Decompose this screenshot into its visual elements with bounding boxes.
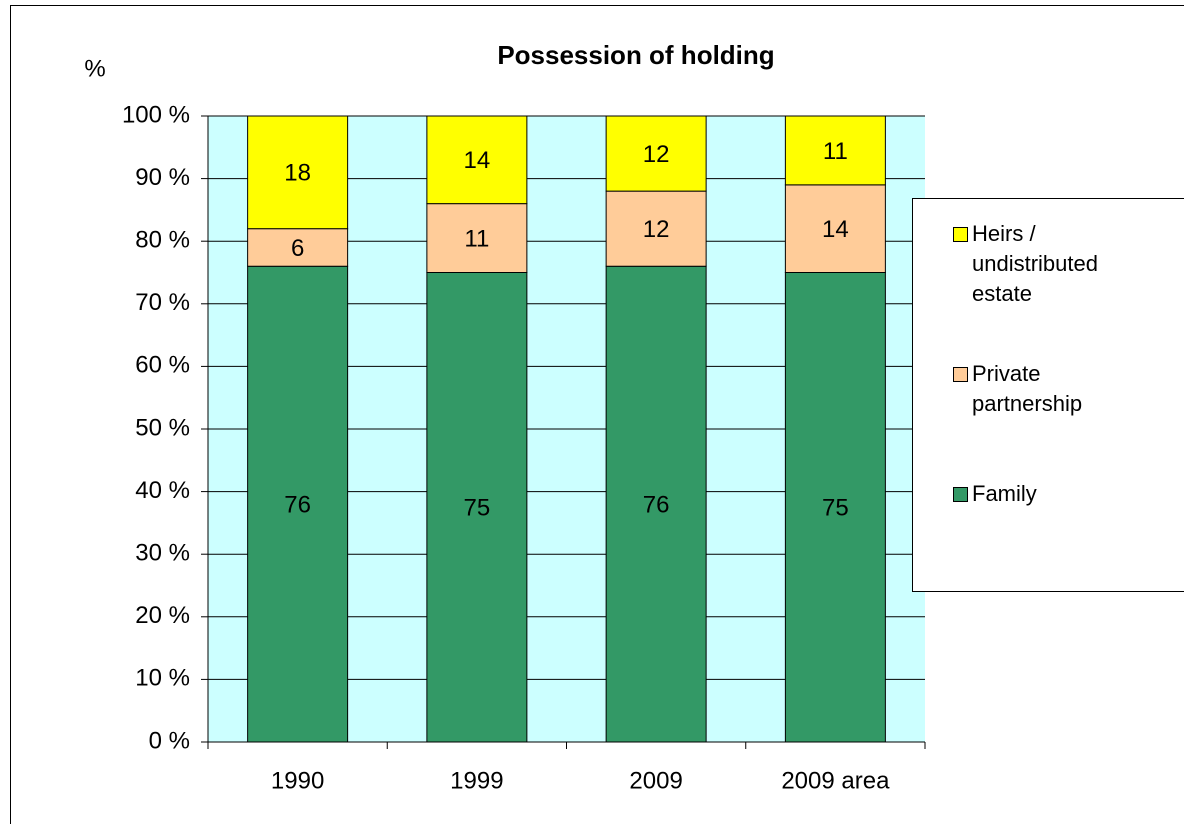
legend-item: Private partnership [953, 359, 1142, 419]
legend-label: Private partnership [972, 361, 1083, 416]
bar-segment [426, 272, 528, 743]
legend: Family Private partnership Heirs / undistr… [912, 198, 1184, 592]
y-tick-label: 80 % [135, 227, 190, 254]
y-tick-label: 30 % [135, 540, 190, 567]
bar-segment [605, 265, 707, 743]
legend-item: Family [953, 479, 1142, 509]
data-label: 12 [643, 216, 670, 243]
data-label: 14 [822, 216, 849, 243]
y-axis-label: % [84, 55, 105, 82]
chart-frame [10, 5, 1184, 824]
bar-segment [426, 115, 528, 205]
legend-label: Heirs / undistributed estate [972, 221, 1098, 306]
legend-swatch [953, 367, 968, 382]
legend-swatch [953, 227, 968, 242]
data-label: 76 [284, 491, 311, 518]
y-tick-label: 90 % [135, 164, 190, 191]
x-tick-label: 2009 [629, 767, 682, 794]
bar-segment [784, 272, 886, 743]
x-tick-label: 1999 [450, 767, 503, 794]
data-label: 18 [284, 160, 311, 187]
data-label: 75 [822, 495, 849, 522]
bar-segment [426, 203, 528, 273]
data-label: 6 [291, 235, 304, 262]
y-tick-label: 40 % [135, 477, 190, 504]
y-tick-label: 70 % [135, 289, 190, 316]
bar-segment [784, 115, 886, 186]
data-label: 14 [464, 147, 491, 174]
legend-swatch [953, 487, 968, 502]
y-tick-label: 20 % [135, 602, 190, 629]
x-tick-label: 1990 [271, 767, 324, 794]
y-tick-label: 50 % [135, 414, 190, 441]
data-label: 12 [643, 141, 670, 168]
legend-item: Heirs / undistributed estate [953, 219, 1142, 309]
chart-title: Possession of holding [497, 40, 774, 70]
data-label: 75 [464, 495, 491, 522]
bar-segment [247, 115, 349, 230]
data-label: 11 [464, 225, 489, 252]
data-label: 76 [643, 491, 670, 518]
legend-label: Family [972, 481, 1037, 506]
y-tick-label: 0 % [149, 727, 190, 754]
bars [247, 115, 886, 743]
bar-segment [605, 190, 707, 267]
bar-segment [605, 115, 707, 192]
y-tick-label: 100 % [122, 101, 190, 128]
data-label: 11 [823, 138, 848, 165]
bar-segment [247, 228, 349, 267]
x-tick-label: 2009 area [781, 767, 890, 794]
y-tick-label: 60 % [135, 352, 190, 379]
bar-segment [247, 265, 349, 743]
y-tick-label: 10 % [135, 665, 190, 692]
bar-segment [784, 184, 886, 273]
